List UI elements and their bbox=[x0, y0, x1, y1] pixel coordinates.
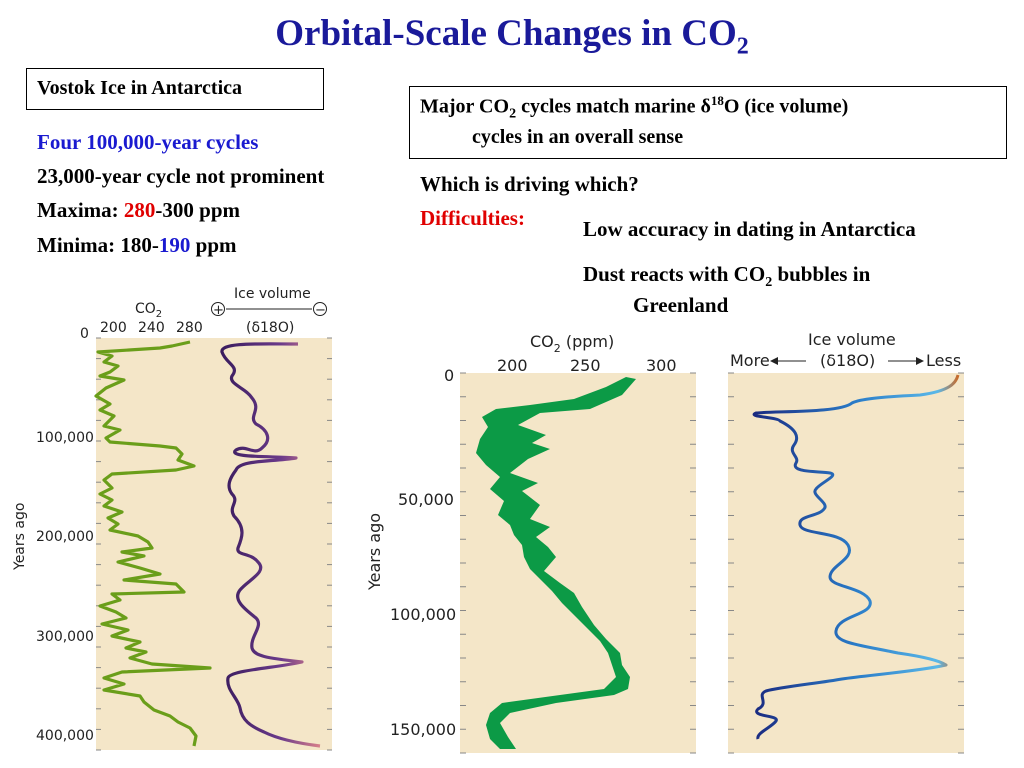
left-y-label: Years ago bbox=[12, 503, 28, 571]
left-co2-tick-280: 280 bbox=[176, 320, 203, 336]
vostok-label-box: Vostok Ice in Antarctica bbox=[26, 68, 324, 110]
left-y-tick-200k: 200,000 bbox=[36, 529, 94, 545]
left-y-ticks bbox=[96, 337, 332, 751]
left-panel bbox=[96, 338, 332, 750]
recent-chart: CO2 (ppm) 200 250 300 Ice volume More (δ… bbox=[365, 330, 964, 754]
maxima-prefix: Maxima: bbox=[37, 198, 124, 222]
minima-highlight: 190 bbox=[158, 233, 191, 257]
point-cycles: Four 100,000-year cycles bbox=[37, 130, 258, 155]
slide-title: Orbital-Scale Changes in CO2 bbox=[0, 12, 1024, 60]
major-sub: 2 bbox=[509, 106, 517, 122]
difficulty-dating: Low accuracy in dating in Antarctica bbox=[583, 217, 916, 242]
left-co2-label: CO2 bbox=[135, 301, 162, 320]
point-minima: Minima: 180-190 ppm bbox=[37, 233, 237, 258]
right-y-tick-50k: 50,000 bbox=[398, 490, 454, 509]
point-23k: 23,000-year cycle not prominent bbox=[37, 164, 324, 189]
difficulties-label: Difficulties: bbox=[420, 206, 525, 230]
minima-suffix: ppm bbox=[190, 233, 237, 257]
point-maxima: Maxima: 280-300 ppm bbox=[37, 198, 240, 223]
maxima-suffix: -300 ppm bbox=[155, 198, 241, 222]
title-subscript: 2 bbox=[736, 33, 749, 60]
point-cycles-text: Four 100,000-year cycles bbox=[37, 130, 259, 154]
left-co2-tick-240: 240 bbox=[138, 320, 165, 336]
recent-co2-band bbox=[476, 377, 636, 749]
plus-icon bbox=[211, 302, 225, 316]
left-ice-label: Ice volume bbox=[234, 286, 311, 302]
question-label: Which is driving which? bbox=[420, 172, 639, 196]
major-cycles-box: Major CO2 cycles match marine δ18O (ice … bbox=[409, 86, 1007, 159]
left-ice-axis: (δ18O) bbox=[246, 320, 294, 336]
major-line-1: Major CO2 cycles match marine δ18O (ice … bbox=[420, 93, 996, 123]
major-text-d: cycles in an overall sense bbox=[472, 125, 684, 148]
left-y-tick-400k: 400,000 bbox=[36, 728, 94, 744]
vostok-ice-line bbox=[220, 342, 321, 748]
major-line-2: cycles in an overall sense bbox=[420, 126, 996, 149]
right-y-label: Years ago bbox=[365, 513, 384, 591]
recent-ice-line bbox=[752, 374, 960, 740]
dust-text-a: Dust reacts with CO bbox=[583, 262, 766, 286]
dust-text-b: bubbles in bbox=[772, 262, 871, 286]
greenland-text: Greenland bbox=[633, 293, 729, 317]
difficulty-dating-text: Low accuracy in dating in Antarctica bbox=[583, 217, 916, 241]
vostok-chart: CO2 200 240 280 Ice volume + − (δ18O) Ye… bbox=[12, 286, 332, 751]
vostok-co2-line bbox=[94, 340, 212, 747]
major-text-a: Major CO bbox=[420, 95, 510, 118]
left-y-tick-300k: 300,000 bbox=[36, 629, 94, 645]
less-arrowhead-icon bbox=[916, 357, 924, 365]
question-text: Which is driving which? bbox=[420, 172, 639, 197]
minima-prefix: Minima: 180- bbox=[37, 233, 159, 257]
right-ice-axis: (δ18O) bbox=[820, 351, 875, 370]
vostok-label: Vostok Ice in Antarctica bbox=[37, 77, 242, 99]
point-23k-text: 23,000-year cycle not prominent bbox=[37, 164, 325, 188]
maxima-highlight: 280 bbox=[123, 198, 156, 222]
left-plus-text: + bbox=[213, 303, 224, 318]
right-co2-tick-300: 300 bbox=[646, 356, 677, 375]
right-y-tick-0: 0 bbox=[444, 366, 454, 385]
left-y-tick-0: 0 bbox=[80, 326, 89, 342]
right-more-label: More bbox=[730, 351, 770, 370]
major-text-b: cycles match marine δ bbox=[516, 95, 711, 118]
right-co2-label: CO2 (ppm) bbox=[530, 332, 614, 355]
right-ice-label: Ice volume bbox=[808, 330, 896, 349]
major-text-c: O (ice volume) bbox=[723, 95, 849, 118]
title-text: Orbital-Scale Changes in CO bbox=[275, 13, 737, 54]
minus-icon bbox=[313, 302, 327, 316]
right-y-tick-150k: 150,000 bbox=[390, 720, 456, 739]
right-co2-tick-250: 250 bbox=[570, 356, 601, 375]
right-co2-tick-200: 200 bbox=[497, 356, 528, 375]
right-y-ticks bbox=[460, 372, 964, 754]
difficulties-heading: Difficulties: bbox=[420, 206, 525, 231]
right-y-tick-100k: 100,000 bbox=[390, 605, 456, 624]
left-co2-tick-200: 200 bbox=[100, 320, 127, 336]
dust-sub: 2 bbox=[765, 275, 773, 291]
left-y-tick-100k: 100,000 bbox=[36, 430, 94, 446]
difficulty-dust: Dust reacts with CO2 bubbles in bbox=[583, 262, 870, 291]
difficulty-greenland: Greenland bbox=[633, 293, 728, 318]
left-minus-text: − bbox=[315, 303, 326, 318]
right-less-label: Less bbox=[926, 351, 961, 370]
major-sup: 18 bbox=[710, 93, 724, 108]
more-arrowhead-icon bbox=[770, 357, 778, 365]
